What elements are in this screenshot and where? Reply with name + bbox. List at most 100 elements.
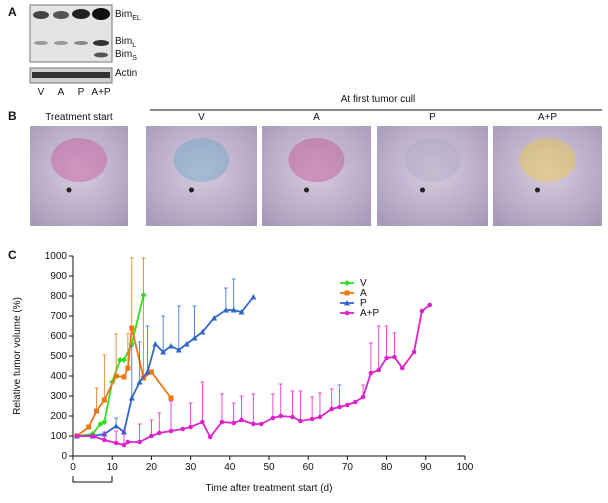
series-line: [76, 296, 255, 437]
point: [125, 365, 131, 371]
y-tick-label: 1000: [45, 251, 68, 262]
band-label: BimS: [115, 49, 137, 62]
band: [94, 52, 108, 58]
point: [199, 329, 206, 335]
legend-marker: [344, 280, 350, 286]
point: [152, 341, 159, 347]
point: [231, 420, 237, 426]
point: [278, 413, 284, 419]
point: [144, 369, 151, 375]
point: [411, 349, 417, 355]
band: [93, 40, 109, 46]
header: At first tumor cull: [341, 94, 415, 105]
band-label: BimL: [115, 36, 136, 49]
y-tick-label: 400: [50, 371, 67, 382]
band: [34, 41, 48, 45]
band-name: Bim: [115, 36, 132, 47]
tumor: [519, 138, 576, 182]
error-bar: [251, 393, 256, 424]
legend-marker: [344, 290, 350, 296]
point: [419, 308, 425, 314]
point: [219, 419, 225, 425]
panel-label: A: [8, 5, 17, 19]
point: [392, 354, 397, 360]
x-tick-label: 10: [107, 462, 119, 473]
error-bar: [329, 388, 334, 409]
point: [183, 341, 190, 347]
error-bar: [121, 430, 126, 445]
error-bar: [161, 315, 166, 352]
point: [129, 325, 135, 331]
legend-label: P: [360, 298, 367, 309]
error-bar: [231, 278, 236, 310]
error-bar: [145, 325, 150, 372]
error-bar: [223, 287, 228, 310]
error-bar: [129, 257, 134, 328]
point: [136, 379, 143, 385]
photo: [146, 126, 257, 226]
y-tick-label: 100: [50, 431, 67, 442]
photo: [262, 126, 371, 226]
x-tick-label: 30: [185, 462, 197, 473]
column-label: V: [198, 112, 205, 123]
point: [384, 355, 389, 361]
y-tick-label: 500: [50, 351, 67, 362]
band: [54, 41, 68, 45]
point: [160, 349, 167, 355]
band-subscript: L: [132, 42, 136, 49]
point: [102, 437, 107, 443]
ear-tag: [66, 187, 72, 193]
point: [113, 440, 119, 446]
error-bar: [239, 395, 244, 420]
legend-marker: [344, 300, 350, 306]
band-subscript: S: [132, 55, 137, 62]
band-name: Bim: [115, 9, 132, 20]
treatment-bracket: [72, 476, 113, 483]
point: [125, 439, 131, 445]
point: [156, 430, 162, 436]
point: [258, 421, 264, 427]
error-bar: [368, 342, 373, 373]
point: [86, 424, 92, 430]
point: [368, 370, 374, 376]
y-tick-label: 900: [50, 271, 67, 282]
ear-tag: [535, 187, 540, 193]
lane-labels: V A P A+P: [38, 87, 111, 98]
y-tick-label: 600: [50, 331, 67, 342]
x-axis-label: Time after treatment start (d): [206, 483, 333, 494]
error-bar: [200, 381, 205, 422]
error-bar: [290, 390, 295, 417]
point: [250, 294, 257, 300]
point: [376, 367, 382, 373]
point: [270, 415, 276, 421]
x-tick-label: 20: [146, 462, 158, 473]
y-tick-label: 700: [50, 311, 67, 322]
photo: [30, 126, 128, 226]
point: [427, 302, 433, 308]
point: [148, 369, 154, 375]
error-bar: [94, 387, 99, 411]
y-tick-label: 200: [50, 411, 67, 422]
error-bar: [384, 325, 389, 358]
error-bar: [317, 392, 322, 417]
error-bar: [219, 393, 224, 422]
point: [360, 394, 366, 400]
legend-label: A+P: [360, 308, 380, 319]
band-label: Actin: [115, 68, 137, 79]
error-bar: [176, 305, 181, 350]
point: [290, 414, 295, 420]
error-bar: [337, 384, 342, 407]
point: [128, 395, 135, 401]
legend-label: A: [360, 288, 367, 299]
error-bar: [137, 423, 142, 442]
point: [352, 399, 358, 405]
point: [180, 426, 186, 432]
photo: [377, 126, 488, 226]
x-tick-label: 0: [70, 462, 76, 473]
point: [207, 434, 213, 440]
point: [399, 365, 405, 371]
point: [200, 419, 205, 425]
legend-marker: [344, 310, 350, 316]
panel-label: B: [8, 109, 17, 123]
y-tick-label: 0: [61, 451, 67, 462]
